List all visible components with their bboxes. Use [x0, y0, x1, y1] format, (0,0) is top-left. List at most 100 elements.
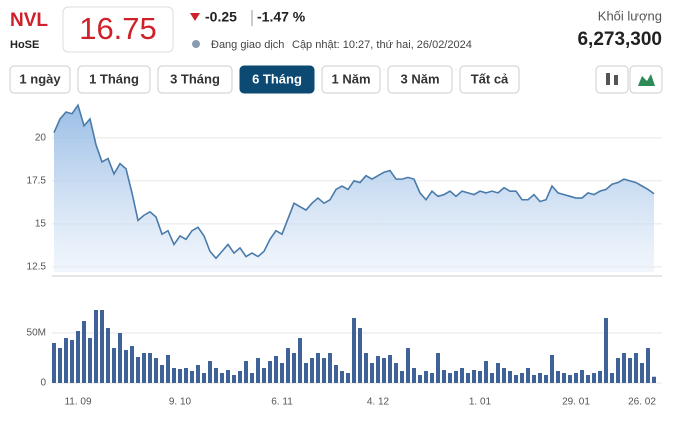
volume-bar: [88, 338, 92, 383]
volume-bar: [322, 358, 326, 383]
volume-bar: [382, 358, 386, 383]
volume-bar: [214, 368, 218, 383]
chart-type-icons: [595, 65, 663, 94]
y-tick-label: 50M: [27, 328, 46, 339]
volume-bar: [616, 358, 620, 383]
volume-bar: [340, 371, 344, 383]
volume-bar: [550, 355, 554, 383]
volume-bar: [334, 365, 338, 383]
volume-bar: [52, 343, 56, 383]
range-button-label: 1 Năm: [331, 71, 370, 86]
range-button[interactable]: [157, 65, 233, 94]
volume-bar: [484, 361, 488, 383]
volume-bar: [514, 375, 518, 383]
volume-bar: [526, 368, 530, 383]
y-tick-label: 12.5: [27, 261, 47, 272]
volume-bar: [178, 369, 182, 383]
volume-bar: [478, 371, 482, 383]
range-button[interactable]: [9, 65, 71, 94]
range-button-label: 1 ngày: [19, 71, 61, 86]
change-pct: -1.47 %: [257, 9, 306, 25]
volume-bar: [502, 368, 506, 383]
down-arrow: [190, 13, 200, 21]
volume-bar: [592, 373, 596, 383]
volume-bar: [244, 361, 248, 383]
volume-bar: [232, 375, 236, 383]
candle-button[interactable]: [595, 65, 629, 94]
volume-bar: [112, 348, 116, 383]
volume-bar: [640, 363, 644, 383]
volume-bar: [358, 328, 362, 383]
volume-bar: [388, 355, 392, 383]
symbol: NVL: [10, 10, 48, 31]
x-tick-label: 1. 01: [469, 397, 492, 408]
range-button[interactable]: [387, 65, 453, 94]
volume-bar: [442, 370, 446, 383]
volume-bar: [328, 353, 332, 383]
volume-bar: [418, 375, 422, 383]
status: Đang giao dịch: [211, 39, 284, 51]
candle-icon: [606, 73, 610, 85]
volume-bar: [76, 331, 80, 383]
status-dot: [192, 40, 200, 48]
range-button[interactable]: [321, 65, 381, 94]
x-tick-label: 29. 01: [562, 397, 590, 408]
volume-bar: [562, 373, 566, 383]
volume-bar: [574, 373, 578, 383]
volume-bar: [172, 368, 176, 383]
volume-bar: [262, 368, 266, 383]
volume-bar: [268, 361, 272, 383]
range-button-label: 6 Tháng: [252, 71, 302, 86]
volume-bar: [286, 348, 290, 383]
volume-bar: [166, 355, 170, 383]
volume-bar: [538, 373, 542, 383]
volume-bar: [256, 358, 260, 383]
range-button-label: 3 Năm: [400, 71, 439, 86]
volume-bar: [154, 358, 158, 383]
range-button-label: Tất cả: [471, 71, 509, 86]
volume-bar: [136, 357, 140, 383]
volume-bar: [220, 373, 224, 383]
x-tick-label: 4. 12: [367, 397, 390, 408]
volume-bar: [202, 373, 206, 383]
volume-bar: [448, 373, 452, 383]
range-button[interactable]: [239, 65, 315, 94]
volume-bar: [424, 371, 428, 383]
volume-bar: [196, 365, 200, 383]
area-icon: [638, 74, 655, 86]
area-button[interactable]: [629, 65, 663, 94]
x-tick-label: 9. 10: [169, 397, 192, 408]
volume-bar: [106, 328, 110, 383]
volume-bar: [430, 373, 434, 383]
volume-label: Khối lượng: [598, 8, 662, 23]
volume-bar: [376, 356, 380, 383]
range-button-label: 3 Tháng: [170, 71, 220, 86]
volume-bar: [316, 353, 320, 383]
price-box: [62, 6, 174, 53]
volume-bar: [568, 375, 572, 383]
volume-bar: [274, 356, 278, 383]
volume-bar: [250, 373, 254, 383]
volume-bar: [412, 368, 416, 383]
volume-bar: [490, 373, 494, 383]
volume-bar: [436, 353, 440, 383]
volume-bar: [142, 353, 146, 383]
change: -0.25: [205, 9, 237, 25]
updated: Cập nhật: 10:27, thứ hai, 26/02/2024: [292, 39, 472, 51]
volume-bar: [652, 376, 656, 383]
range-button[interactable]: [459, 65, 520, 94]
range-button[interactable]: [77, 65, 151, 94]
volume-bar: [64, 338, 68, 383]
y-tick-label: 15: [35, 218, 47, 229]
x-tick-label: 26. 02: [628, 397, 656, 408]
volume-bar: [460, 368, 464, 383]
volume-bar: [628, 358, 632, 383]
volume-bar: [400, 371, 404, 383]
price: 16.75: [79, 11, 157, 46]
volume-bar: [190, 371, 194, 383]
volume-bar: [586, 375, 590, 383]
price-area: [54, 105, 654, 272]
volume-bar: [580, 370, 584, 383]
volume-bar: [160, 365, 164, 383]
